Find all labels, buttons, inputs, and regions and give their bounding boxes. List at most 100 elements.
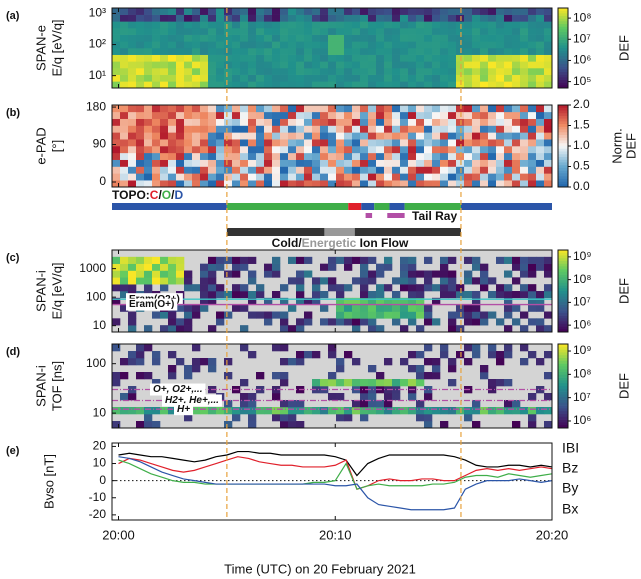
spectrogram-cell — [464, 318, 473, 326]
spectrogram-cell — [232, 54, 241, 62]
spectrogram-cell — [376, 407, 385, 415]
spectrogram-cell — [128, 8, 137, 15]
spectrogram-cell — [464, 61, 473, 69]
spectrogram-cell — [368, 386, 377, 394]
spectrogram-cell — [304, 74, 313, 82]
spectrogram-cell — [128, 159, 137, 167]
spectrogram-cell — [280, 105, 289, 113]
spectrogram-cell — [416, 118, 425, 126]
spectrogram-cell — [392, 277, 401, 285]
spectrogram-cell — [144, 407, 153, 415]
spectrogram-cell — [368, 291, 377, 299]
colorbar-cell — [558, 369, 568, 373]
spectrogram-cell — [272, 180, 281, 188]
spectrogram-cell — [496, 351, 505, 359]
colorbar-cell — [558, 18, 568, 22]
y-tick-label: 10¹ — [89, 68, 106, 82]
spectrogram-cell — [544, 407, 553, 415]
spectrogram-cell — [344, 166, 353, 174]
spectrogram-cell — [136, 358, 145, 366]
spectrogram-cell — [152, 421, 161, 429]
spectrogram-cell — [288, 81, 297, 89]
spectrogram-cell — [240, 48, 249, 55]
spectrogram-cell — [528, 173, 537, 181]
spectrogram-cell — [408, 263, 417, 271]
spectrogram-cell — [320, 105, 329, 113]
spectrogram-cell — [312, 48, 321, 55]
spectrogram-cell — [544, 105, 553, 113]
y-tick-label: 10³ — [89, 6, 106, 20]
spectrogram-cell — [168, 372, 177, 380]
spectrogram-cell — [528, 263, 537, 271]
spectrogram-cell — [144, 173, 153, 181]
spectrogram-cell — [528, 105, 537, 113]
spectrogram-cell — [288, 407, 297, 415]
spectrogram-cell — [296, 325, 305, 333]
spectrogram-cell — [464, 159, 473, 167]
spectrogram-cell — [144, 132, 153, 140]
spectrogram-cell — [160, 14, 169, 22]
spectrogram-cell — [208, 256, 217, 264]
spectrogram-cell — [392, 34, 401, 42]
spectrogram-cell — [120, 139, 129, 147]
spectrogram-cell — [352, 256, 361, 264]
spectrogram-cell — [256, 21, 265, 29]
colorbar-cell — [558, 29, 568, 33]
spectrogram-cell — [112, 407, 121, 415]
spectrogram-cell — [368, 180, 377, 188]
spectrogram-cell — [480, 34, 489, 42]
spectrogram-cell — [352, 173, 361, 181]
spectrogram — [112, 105, 553, 188]
spectrogram-cell — [176, 277, 185, 285]
spectrogram-cell — [464, 291, 473, 299]
spectrogram-cell — [536, 146, 545, 154]
spectrogram-cell — [328, 28, 337, 35]
spectrogram-cell — [272, 173, 281, 181]
spectrogram-cell — [352, 28, 361, 35]
spectrogram-cell — [112, 166, 121, 174]
spectrogram-cell — [504, 61, 513, 69]
spectrogram-cell — [376, 325, 385, 333]
spectrogram-cell — [536, 166, 545, 174]
spectrogram-cell — [376, 28, 385, 35]
spectrogram-cell — [136, 166, 145, 174]
spectrogram-cell — [272, 14, 281, 22]
spectrogram-cell — [208, 48, 217, 55]
spectrogram-cell — [456, 118, 465, 126]
spectrogram-cell — [160, 48, 169, 55]
spectrogram-cell — [480, 166, 489, 174]
spectrogram-cell — [408, 393, 417, 401]
spectrogram-cell — [496, 8, 505, 15]
spectrogram-cell — [472, 81, 481, 89]
spectrogram-cell — [152, 54, 161, 62]
spectrogram-cell — [384, 132, 393, 140]
colorbar-cell — [558, 296, 568, 300]
spectrogram-cell — [440, 270, 449, 278]
colorbar-cell — [558, 405, 568, 409]
spectrogram-cell — [536, 291, 545, 299]
spectrogram-cell — [336, 118, 345, 126]
spectrogram-cell — [336, 414, 345, 422]
spectrogram-cell — [304, 125, 313, 133]
spectrogram-cell — [200, 105, 209, 113]
spectrogram-cell — [152, 139, 161, 147]
spectrogram-cell — [424, 284, 433, 292]
spectrogram-cell — [144, 263, 153, 271]
spectrogram-cell — [368, 139, 377, 147]
legend-label: Bx — [562, 501, 578, 517]
spectrogram-cell — [248, 173, 257, 181]
spectrogram-cell — [112, 379, 121, 387]
spectrogram-cell — [248, 61, 257, 69]
spectrogram-cell — [288, 48, 297, 55]
spectrogram-cell — [528, 118, 537, 126]
spectrogram-cell — [312, 34, 321, 42]
spectrogram-cell — [336, 105, 345, 113]
spectrogram-cell — [160, 284, 169, 292]
spectrogram-cell — [224, 132, 233, 140]
spectrogram-cell — [184, 28, 193, 35]
spectrogram-cell — [224, 105, 233, 113]
spectrogram-cell — [272, 21, 281, 29]
spectrogram-cell — [504, 48, 513, 55]
spectrogram-cell — [272, 159, 281, 167]
spectrogram-cell — [200, 125, 209, 133]
